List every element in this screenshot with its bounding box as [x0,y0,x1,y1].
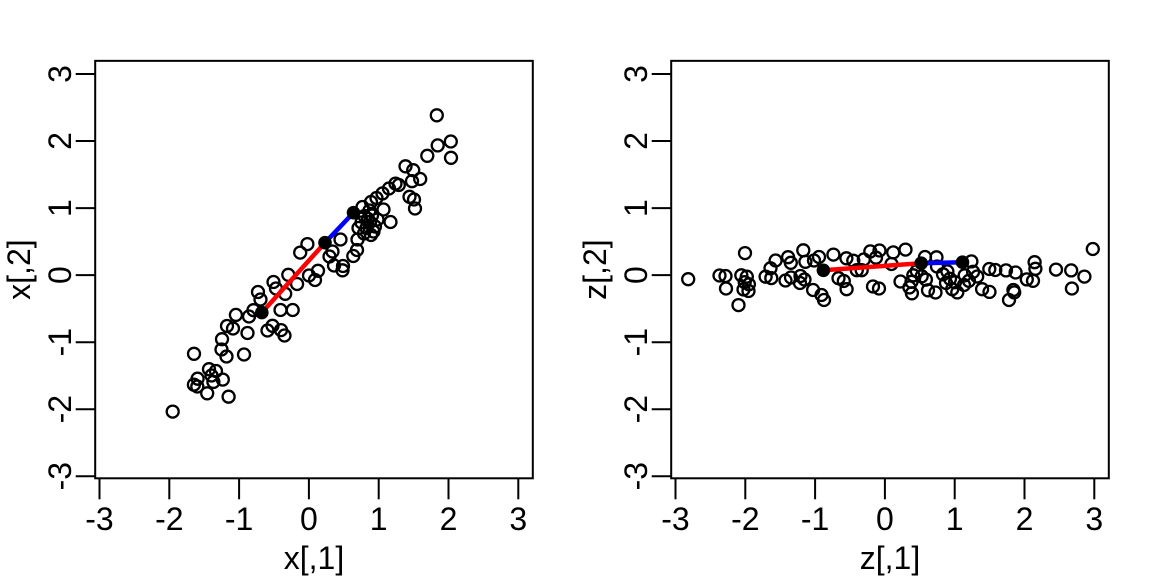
svg-text:-3: -3 [42,462,78,490]
svg-text:3: 3 [618,65,654,83]
svg-text:-1: -1 [618,328,654,356]
svg-text:3: 3 [42,65,78,83]
svg-text:-1: -1 [225,501,253,537]
svg-text:x[,1]: x[,1] [284,540,344,576]
svg-text:0: 0 [42,266,78,284]
svg-text:-2: -2 [155,501,183,537]
svg-text:-2: -2 [618,395,654,423]
svg-text:3: 3 [1085,501,1103,537]
svg-text:2: 2 [440,501,458,537]
svg-text:-2: -2 [731,501,759,537]
svg-text:-3: -3 [661,501,689,537]
svg-text:z[,2]: z[,2] [577,239,613,299]
svg-text:0: 0 [876,501,894,537]
svg-text:0: 0 [618,266,654,284]
svg-text:1: 1 [42,199,78,217]
svg-text:1: 1 [370,501,388,537]
svg-text:1: 1 [618,199,654,217]
svg-text:-3: -3 [85,501,113,537]
svg-text:-2: -2 [42,395,78,423]
svg-text:2: 2 [1016,501,1034,537]
svg-text:2: 2 [618,132,654,150]
svg-text:z[,1]: z[,1] [860,540,920,576]
svg-text:3: 3 [509,501,527,537]
svg-text:-1: -1 [801,501,829,537]
svg-text:-1: -1 [42,328,78,356]
svg-text:x[,2]: x[,2] [1,239,37,299]
svg-text:-3: -3 [618,462,654,490]
svg-text:1: 1 [946,501,964,537]
svg-text:0: 0 [300,501,318,537]
svg-text:2: 2 [42,132,78,150]
